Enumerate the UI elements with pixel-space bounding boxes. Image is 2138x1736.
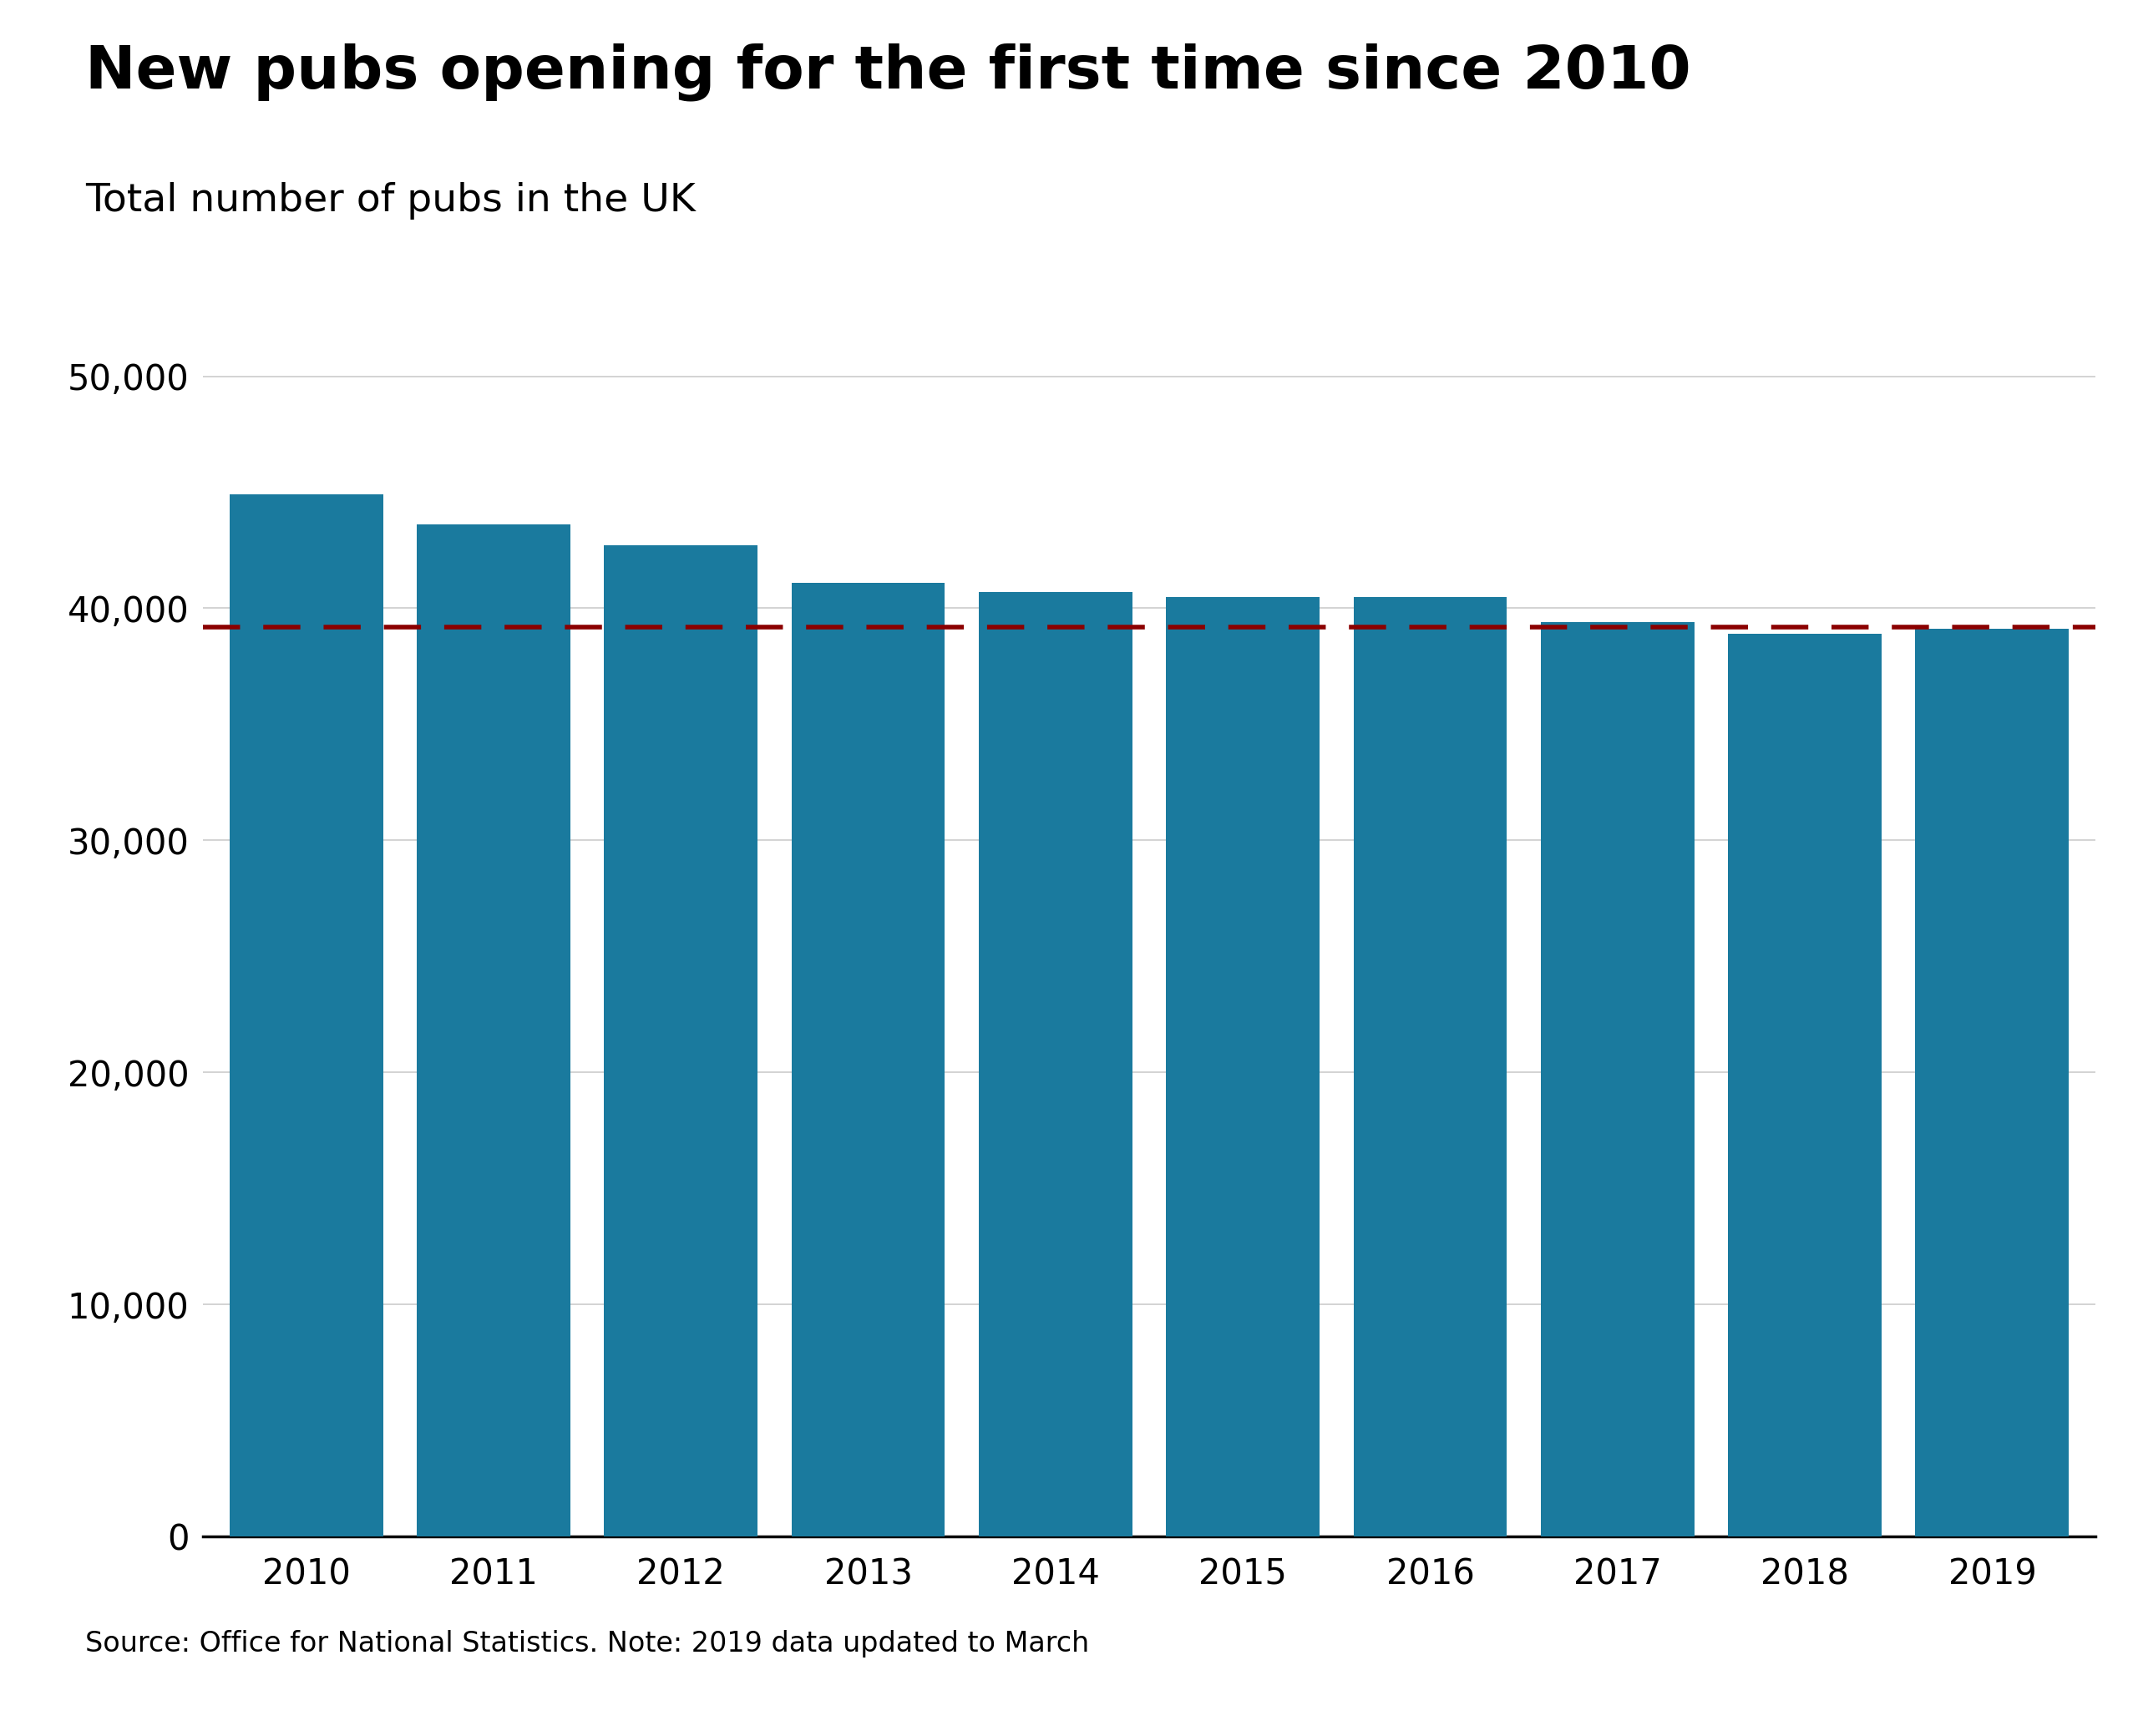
Text: B: B [1937, 1634, 1963, 1665]
Bar [791, 583, 945, 1536]
Text: Total number of pubs in the UK: Total number of pubs in the UK [86, 182, 695, 220]
Bar [979, 592, 1133, 1536]
Text: Source: Office for National Statistics. Note: 2019 data updated to March: Source: Office for National Statistics. … [86, 1630, 1090, 1658]
Text: B: B [2027, 1634, 2052, 1665]
Bar [605, 545, 757, 1536]
Bar [1353, 597, 1507, 1536]
Text: New pubs opening for the first time since 2010: New pubs opening for the first time sinc… [86, 43, 1691, 101]
Bar [1916, 628, 2070, 1536]
Text: C: C [2117, 1634, 2138, 1665]
Bar [417, 524, 571, 1536]
Bar [1541, 621, 1693, 1536]
Bar [229, 495, 383, 1536]
Bar [1165, 597, 1319, 1536]
Bar [1728, 634, 1881, 1536]
